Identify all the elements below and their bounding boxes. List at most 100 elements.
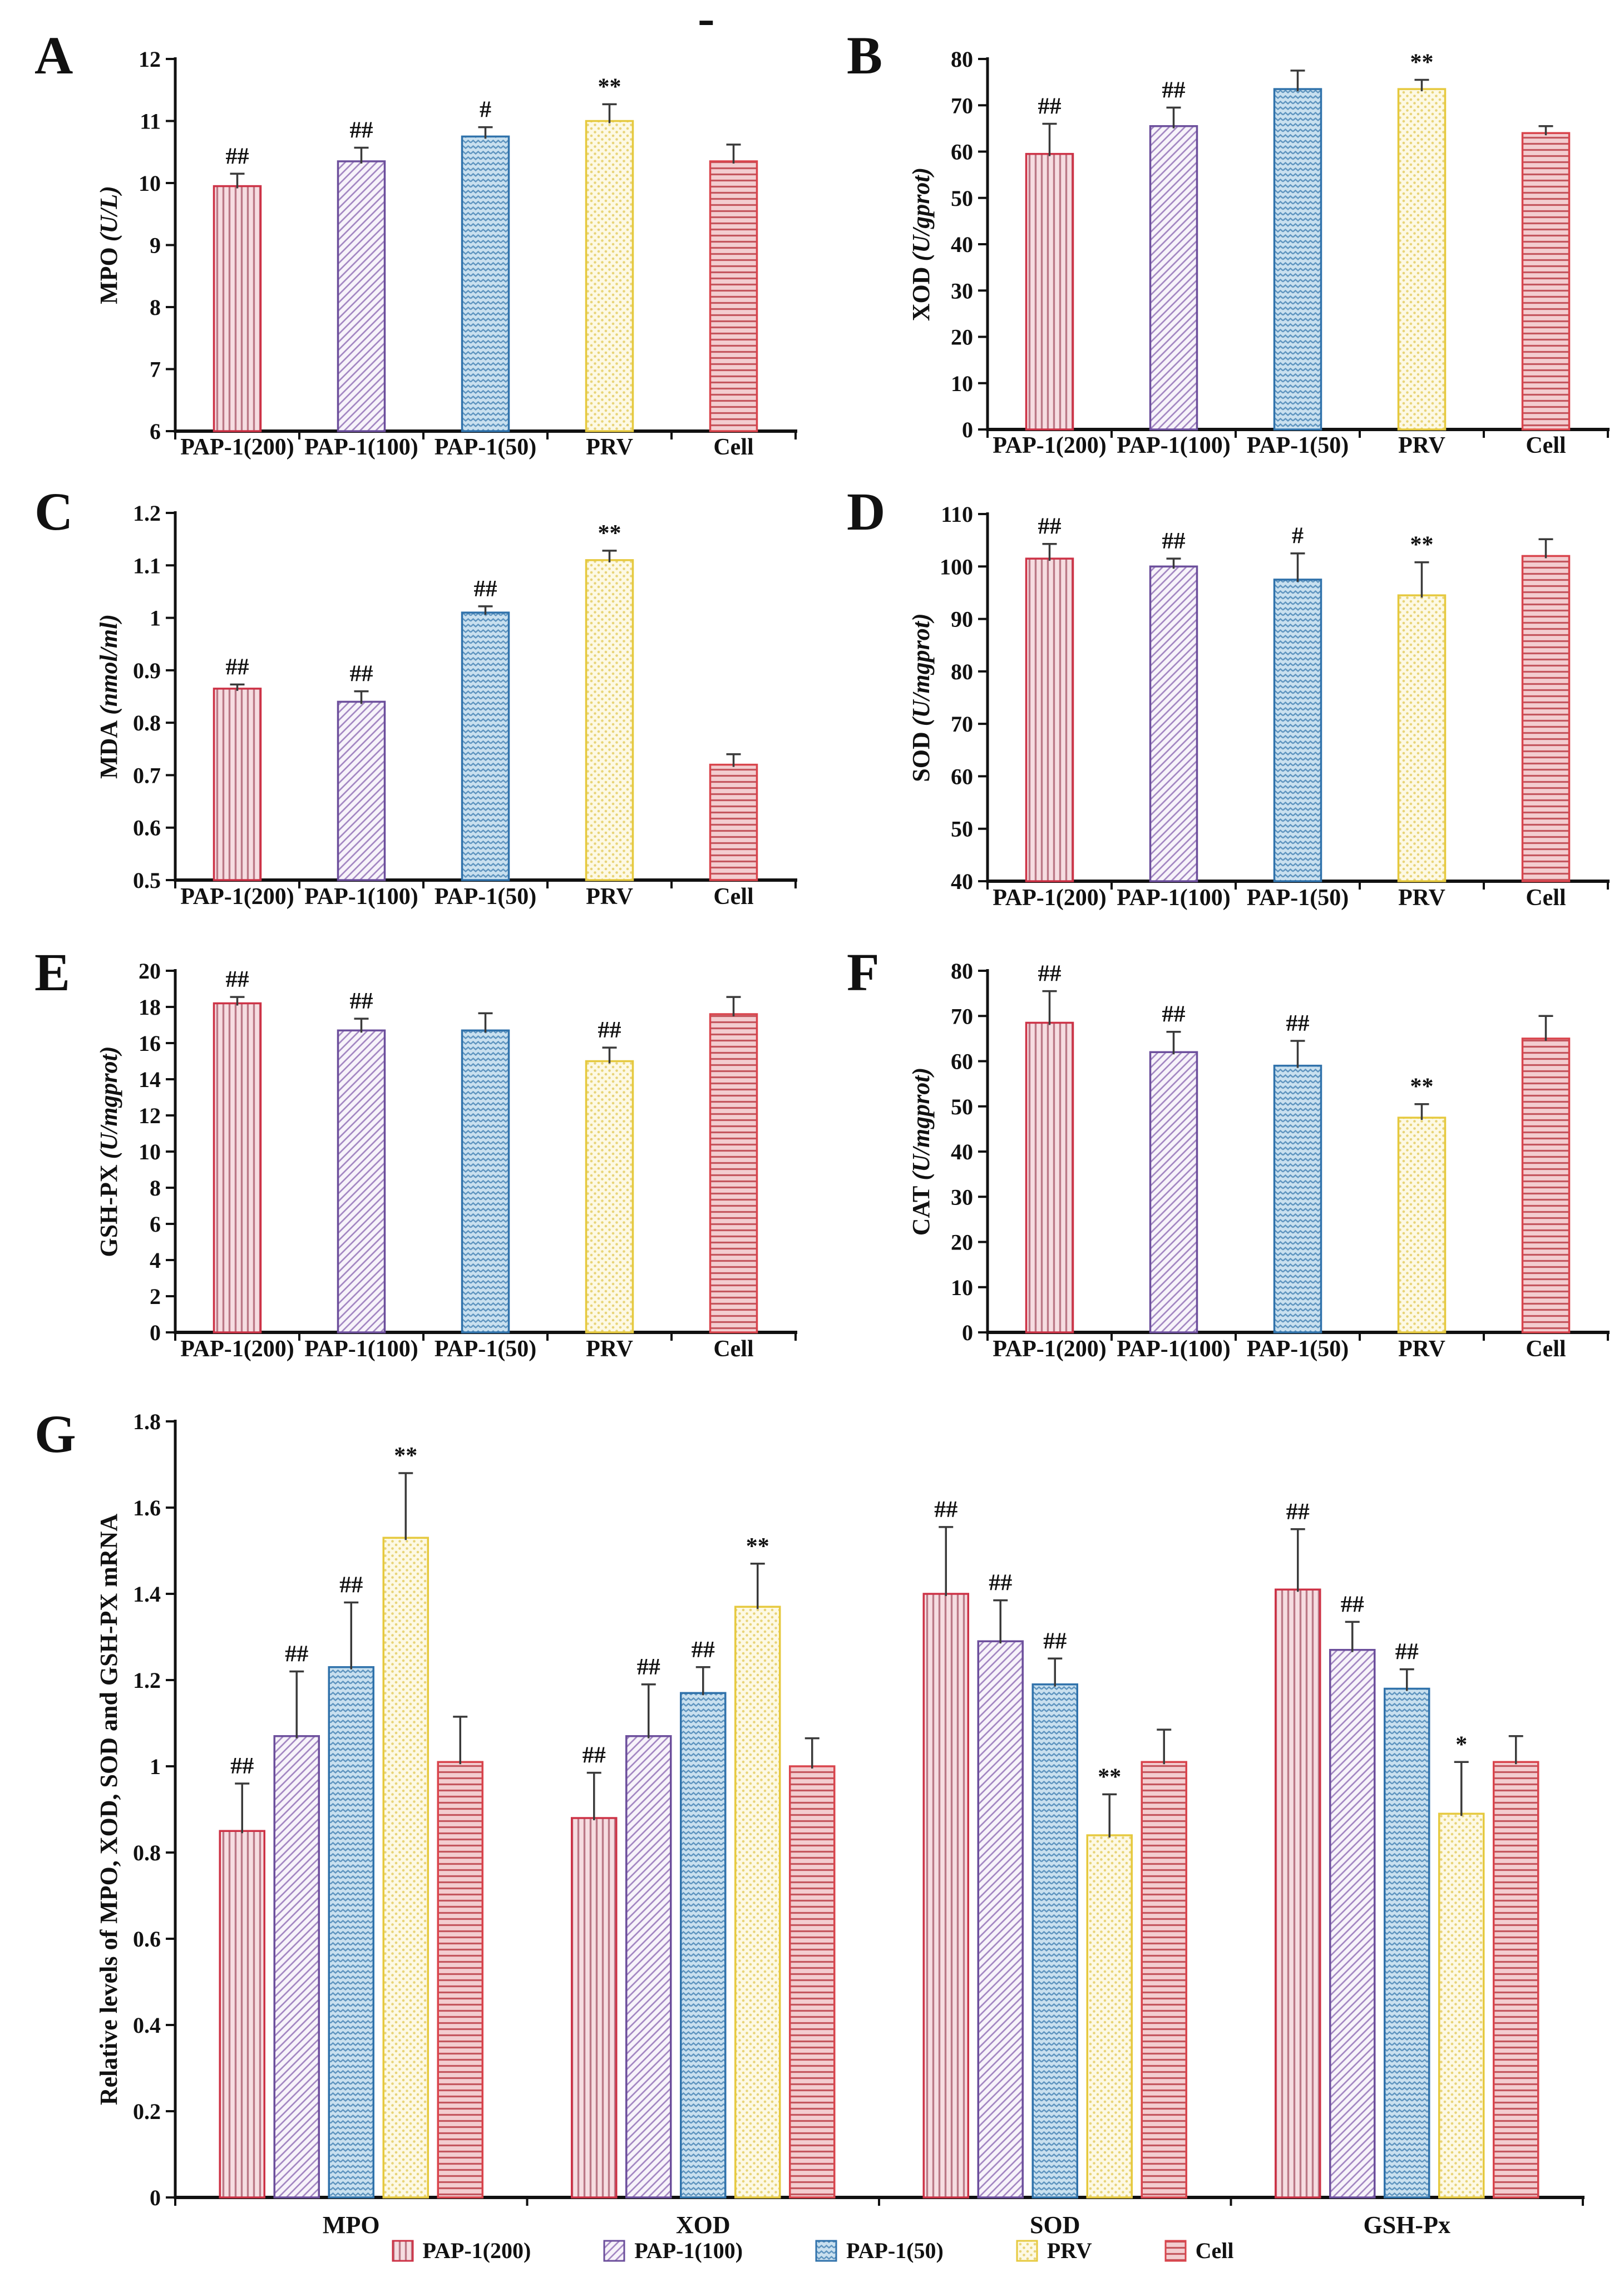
svg-text:Relative levels of MPO, XOD, S: Relative levels of MPO, XOD, SOD and GSH… bbox=[95, 1514, 122, 2105]
svg-text:60: 60 bbox=[951, 1049, 973, 1074]
svg-text:MPO(U/L): MPO(U/L) bbox=[95, 186, 122, 304]
svg-text:1.6: 1.6 bbox=[133, 1495, 161, 1520]
svg-text:4: 4 bbox=[150, 1248, 161, 1273]
svg-text:**: ** bbox=[598, 74, 621, 100]
svg-text:MDA(nmol/ml): MDA(nmol/ml) bbox=[95, 614, 122, 779]
panel-letter-G: G bbox=[34, 1404, 76, 1464]
svg-text:PRV: PRV bbox=[1398, 885, 1445, 911]
svg-text:PAP-1(200): PAP-1(200) bbox=[180, 884, 294, 910]
svg-text:30: 30 bbox=[951, 278, 973, 303]
panel-B: 0 10 20 30 40 50 60 70 80 XOD(U/gprot) ## PAP-1(200… bbox=[812, 0, 1624, 473]
svg-text:20: 20 bbox=[139, 959, 161, 984]
svg-text:60: 60 bbox=[951, 140, 973, 165]
svg-text:16: 16 bbox=[139, 1031, 161, 1056]
svg-text:12: 12 bbox=[139, 1103, 161, 1128]
legend-swatch-icon bbox=[1016, 2240, 1038, 2261]
svg-text:40: 40 bbox=[951, 869, 973, 894]
svg-text:PAP-1(50): PAP-1(50) bbox=[1247, 433, 1349, 458]
panel-C: 0.5 0.6 0.7 0.8 0.9 1 1.1 1.2 MDA(nmol/ml) ## PAP-… bbox=[0, 473, 812, 946]
svg-text:0.6: 0.6 bbox=[133, 816, 161, 841]
svg-text:80: 80 bbox=[951, 959, 973, 984]
panel-F: 0 10 20 30 40 50 60 70 80 CAT(U/mgprot) ## PAP-1(20… bbox=[812, 946, 1624, 1402]
svg-text:##: ## bbox=[1038, 514, 1062, 540]
svg-text:PAP-1(200): PAP-1(200) bbox=[180, 1336, 294, 1362]
svg-text:**: ** bbox=[394, 1443, 417, 1469]
legend: PAP-1(200) PAP-1(100) PAP-1(50) PRV Cell bbox=[0, 2237, 1624, 2264]
svg-text:*: * bbox=[1455, 1732, 1467, 1757]
svg-text:##: ## bbox=[230, 1754, 254, 1779]
svg-text:##: ## bbox=[350, 989, 373, 1014]
svg-text:**: ** bbox=[1410, 1074, 1434, 1100]
svg-text:6: 6 bbox=[150, 1212, 161, 1237]
svg-text:##: ## bbox=[1395, 1639, 1419, 1665]
svg-text:##: ## bbox=[1043, 1628, 1067, 1654]
panel-E: 0 2 4 6 8 10 12 14 16 18 20 GSH-PX(U/mgprot) ## PAP-1… bbox=[0, 946, 812, 1402]
svg-text:##: ## bbox=[1286, 1499, 1310, 1525]
svg-text:20: 20 bbox=[951, 1230, 973, 1255]
chart-F-cat: 0 10 20 30 40 50 60 70 80 CAT(U/mgprot) ## PAP-1(20… bbox=[907, 959, 1610, 1362]
svg-text:PAP-1(200): PAP-1(200) bbox=[993, 885, 1106, 911]
svg-text:##: ## bbox=[226, 967, 249, 992]
svg-text:14: 14 bbox=[139, 1067, 161, 1092]
svg-text:1.8: 1.8 bbox=[133, 1409, 161, 1434]
svg-text:9: 9 bbox=[150, 233, 161, 258]
svg-text:8: 8 bbox=[150, 1175, 161, 1201]
svg-text:##: ## bbox=[226, 144, 249, 169]
legend-swatch-icon bbox=[815, 2240, 837, 2261]
panel-letter-E: E bbox=[34, 942, 71, 1002]
svg-text:PAP-1(100): PAP-1(100) bbox=[1117, 1336, 1230, 1362]
svg-text:Cell: Cell bbox=[713, 434, 753, 460]
legend-item-PAP-1(50): PAP-1(50) bbox=[814, 2237, 944, 2264]
legend-item-Cell: Cell bbox=[1163, 2237, 1234, 2264]
chart-A-mpo: 6 7 8 9 10 11 12 MPO(U/L) ## PAP-1(200) ## PAP-1(10… bbox=[95, 47, 797, 460]
svg-text:PAP-1(50): PAP-1(50) bbox=[1247, 1336, 1349, 1362]
svg-text:SOD(U/mgprot): SOD(U/mgprot) bbox=[907, 613, 935, 782]
svg-text:##: ## bbox=[350, 117, 373, 143]
svg-text:1.2: 1.2 bbox=[133, 1668, 161, 1693]
svg-text:##: ## bbox=[692, 1637, 715, 1663]
legend-label: PAP-1(100) bbox=[634, 2238, 743, 2263]
svg-text:SOD: SOD bbox=[1030, 2211, 1080, 2239]
svg-text:PAP-1(50): PAP-1(50) bbox=[1247, 885, 1349, 911]
svg-text:##: ## bbox=[989, 1570, 1012, 1596]
svg-text:0.2: 0.2 bbox=[133, 2099, 161, 2124]
chart-G-mrna: 0 0.2 0.4 0.6 0.8 1 1.2 1.4 1.6 1.8 Relative level… bbox=[95, 1409, 1584, 2239]
svg-text:##: ## bbox=[598, 1017, 621, 1043]
svg-text:1.4: 1.4 bbox=[133, 1582, 161, 1607]
svg-text:#: # bbox=[480, 97, 491, 123]
svg-text:6: 6 bbox=[150, 419, 161, 444]
svg-text:50: 50 bbox=[951, 817, 973, 842]
svg-text:#: # bbox=[1292, 523, 1304, 549]
svg-text:1.1: 1.1 bbox=[133, 553, 161, 578]
legend-label: Cell bbox=[1195, 2238, 1234, 2263]
svg-text:##: ## bbox=[1038, 94, 1062, 120]
svg-text:##: ## bbox=[1162, 528, 1186, 554]
svg-text:0.5: 0.5 bbox=[133, 868, 161, 893]
svg-text:PAP-1(100): PAP-1(100) bbox=[1117, 433, 1230, 458]
svg-text:##: ## bbox=[1341, 1592, 1364, 1617]
svg-text:MPO: MPO bbox=[323, 2211, 380, 2239]
panel-letter-B: B bbox=[847, 26, 883, 85]
svg-text:2: 2 bbox=[150, 1284, 161, 1309]
svg-text:XOD: XOD bbox=[676, 2211, 730, 2239]
svg-text:10: 10 bbox=[139, 171, 161, 196]
svg-text:##: ## bbox=[226, 654, 249, 680]
svg-text:PAP-1(200): PAP-1(200) bbox=[993, 1336, 1106, 1362]
svg-text:##: ## bbox=[934, 1497, 957, 1523]
stray-mark: - bbox=[698, 0, 715, 46]
svg-text:10: 10 bbox=[139, 1139, 161, 1164]
svg-text:CAT(U/mgprot): CAT(U/mgprot) bbox=[907, 1068, 935, 1236]
svg-text:100: 100 bbox=[940, 554, 973, 579]
chart-C-mda: 0.5 0.6 0.7 0.8 0.9 1 1.1 1.2 MDA(nmol/ml) ## PAP-… bbox=[95, 501, 797, 910]
panel-A: 6 7 8 9 10 11 12 MPO(U/L) ## PAP-1(200) ## PAP-1(10… bbox=[0, 0, 812, 473]
svg-text:PAP-1(100): PAP-1(100) bbox=[304, 434, 418, 460]
svg-text:110: 110 bbox=[941, 502, 973, 527]
chart-E-gshpx: 0 2 4 6 8 10 12 14 16 18 20 GSH-PX(U/mgprot) ## PAP-1… bbox=[95, 959, 797, 1362]
legend-item-PRV: PRV bbox=[1015, 2237, 1092, 2264]
panel-letter-A: A bbox=[34, 26, 73, 85]
panel-D: 40 50 60 70 80 90 100 110 SOD(U/mgprot) ## PAP-1(2… bbox=[812, 473, 1624, 946]
svg-text:1: 1 bbox=[150, 1754, 161, 1779]
svg-text:Cell: Cell bbox=[1526, 1336, 1566, 1362]
panel-letter-F: F bbox=[847, 942, 880, 1002]
svg-text:**: ** bbox=[598, 521, 621, 546]
